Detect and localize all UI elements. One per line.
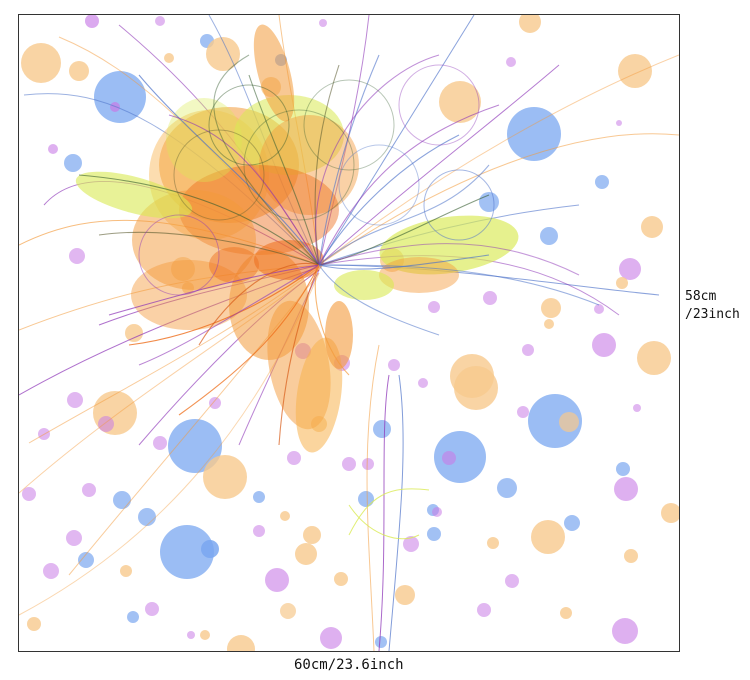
- flower-loops: [138, 64, 495, 296]
- height-dimension-label: 58cm /23inch: [685, 288, 740, 323]
- flower-strokes: [78, 54, 600, 446]
- width-dimension-label: 60cm/23.6inch: [294, 657, 404, 673]
- background-bubbles: [21, 15, 679, 651]
- height-metric: 58cm: [685, 289, 717, 304]
- artwork-frame: [18, 14, 680, 652]
- abstract-flower-illustration-icon: [19, 15, 679, 651]
- height-imperial: /23inch: [685, 306, 740, 322]
